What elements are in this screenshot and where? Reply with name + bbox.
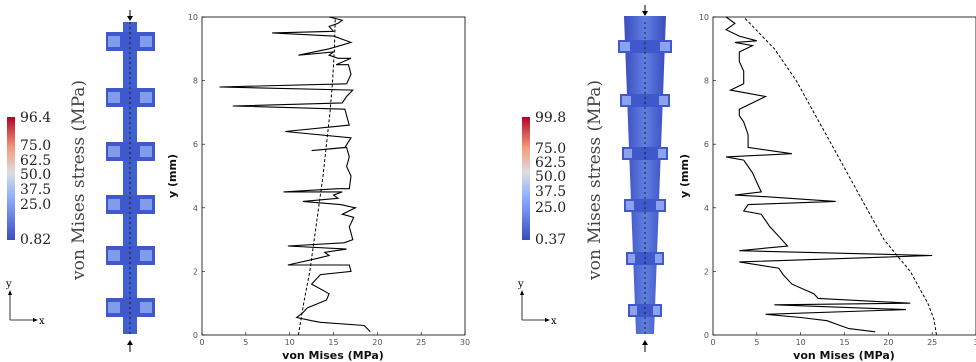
cb-tick: 75.0 bbox=[20, 138, 51, 154]
colorbar-gradient-left bbox=[7, 117, 15, 240]
x-axis-title-right: von Mises (MPa) bbox=[793, 349, 895, 362]
y-tick-label: 4 bbox=[193, 204, 198, 213]
y-tick-label: 6 bbox=[704, 140, 709, 149]
cb-tick: 25.0 bbox=[535, 200, 566, 216]
y-tick-label: 0 bbox=[193, 331, 198, 340]
coord-label-x: x bbox=[39, 316, 45, 327]
series-line-solid bbox=[725, 16, 933, 333]
cb-tick: 75.0 bbox=[535, 141, 566, 157]
y-tick-label: 2 bbox=[193, 267, 198, 276]
y-ticks-right: 0 2 4 6 8 10 bbox=[699, 13, 716, 340]
colorbar-gradient-right bbox=[522, 117, 530, 240]
x-tick-label: 3 bbox=[973, 338, 976, 347]
y-ticks-left: 0 2 4 6 8 10 bbox=[188, 13, 205, 340]
cb-tick: 37.5 bbox=[20, 182, 51, 198]
cb-tick: 50.0 bbox=[535, 169, 566, 185]
chart-left: von Mises (MPa) y (mm) 0 5 10 15 20 25 30 0 2 4 6… bbox=[166, 13, 470, 362]
colorbar-label-left: von Mises stress (MPa) bbox=[69, 80, 89, 281]
panel-left: von Mises stress (MPa) 96.4 75.0 62.5 50… bbox=[5, 10, 470, 362]
colorbar-label-right: von Mises stress (MPa) bbox=[585, 80, 605, 281]
x-tick-label: 15 bbox=[839, 338, 849, 347]
x-ticks-right: 0 5 10 15 20 25 3 bbox=[710, 332, 976, 347]
x-axis-title-left: von Mises (MPa) bbox=[282, 349, 384, 362]
x-tick-label: 20 bbox=[883, 338, 893, 347]
x-tick-label: 15 bbox=[328, 338, 338, 347]
chart-frame-right bbox=[712, 16, 976, 336]
cb-tick-max: 96.4 bbox=[20, 110, 51, 126]
colorbar-left: 96.4 75.0 62.5 50.0 37.5 25.0 0.82 bbox=[7, 110, 51, 248]
x-tick-label: 25 bbox=[416, 338, 426, 347]
coord-label-y: y bbox=[5, 279, 12, 290]
x-tick-label: 5 bbox=[754, 338, 759, 347]
x-tick-label: 30 bbox=[460, 338, 470, 347]
cb-tick: 25.0 bbox=[20, 197, 51, 213]
series-group-left bbox=[219, 16, 371, 336]
y-tick-label: 4 bbox=[704, 204, 709, 213]
cb-tick: 62.5 bbox=[535, 155, 566, 171]
coord-axes-right: y x bbox=[517, 279, 557, 327]
cb-tick-min: 0.82 bbox=[20, 232, 51, 248]
x-tick-label: 10 bbox=[796, 338, 806, 347]
y-tick-label: 6 bbox=[193, 140, 198, 149]
chart-right: von Mises (MPa) y (mm) 0 5 10 15 20 25 3 0 2 4 6 8… bbox=[678, 13, 976, 362]
cb-tick-min: 0.37 bbox=[535, 232, 566, 248]
cb-tick: 62.5 bbox=[20, 153, 51, 169]
x-tick-label: 20 bbox=[372, 338, 382, 347]
y-tick-label: 10 bbox=[699, 13, 709, 22]
y-axis-title-right: y (mm) bbox=[678, 154, 691, 198]
y-tick-label: 2 bbox=[704, 267, 709, 276]
coord-label-x: x bbox=[551, 316, 557, 327]
coord-axes-left: y x bbox=[5, 279, 45, 327]
y-tick-label: 8 bbox=[193, 77, 198, 86]
y-tick-label: 10 bbox=[188, 13, 198, 22]
y-tick-label: 8 bbox=[704, 77, 709, 86]
x-tick-label: 0 bbox=[199, 338, 204, 347]
series-line-solid bbox=[219, 16, 371, 333]
x-tick-label: 0 bbox=[710, 338, 715, 347]
series-line-dashed bbox=[297, 16, 336, 336]
specimen-render-left bbox=[106, 10, 155, 352]
specimen-render-right bbox=[618, 5, 672, 352]
colorbar-right: 99.8 75.0 62.5 50.0 37.5 25.0 0.37 bbox=[522, 110, 566, 248]
cb-tick: 37.5 bbox=[535, 184, 566, 200]
coord-label-y: y bbox=[517, 279, 524, 290]
panel-right: von Mises stress (MPa) 99.8 75.0 62.5 50… bbox=[517, 5, 976, 362]
series-line-dashed bbox=[743, 16, 937, 336]
cb-tick: 50.0 bbox=[20, 167, 51, 183]
y-axis-title-left: y (mm) bbox=[166, 154, 179, 198]
cb-tick-max: 99.8 bbox=[535, 110, 566, 126]
y-tick-label: 0 bbox=[704, 331, 709, 340]
x-tick-label: 25 bbox=[927, 338, 937, 347]
series-group-right bbox=[725, 16, 937, 336]
x-ticks-left: 0 5 10 15 20 25 30 bbox=[199, 332, 470, 347]
x-tick-label: 5 bbox=[243, 338, 248, 347]
x-tick-label: 10 bbox=[285, 338, 295, 347]
